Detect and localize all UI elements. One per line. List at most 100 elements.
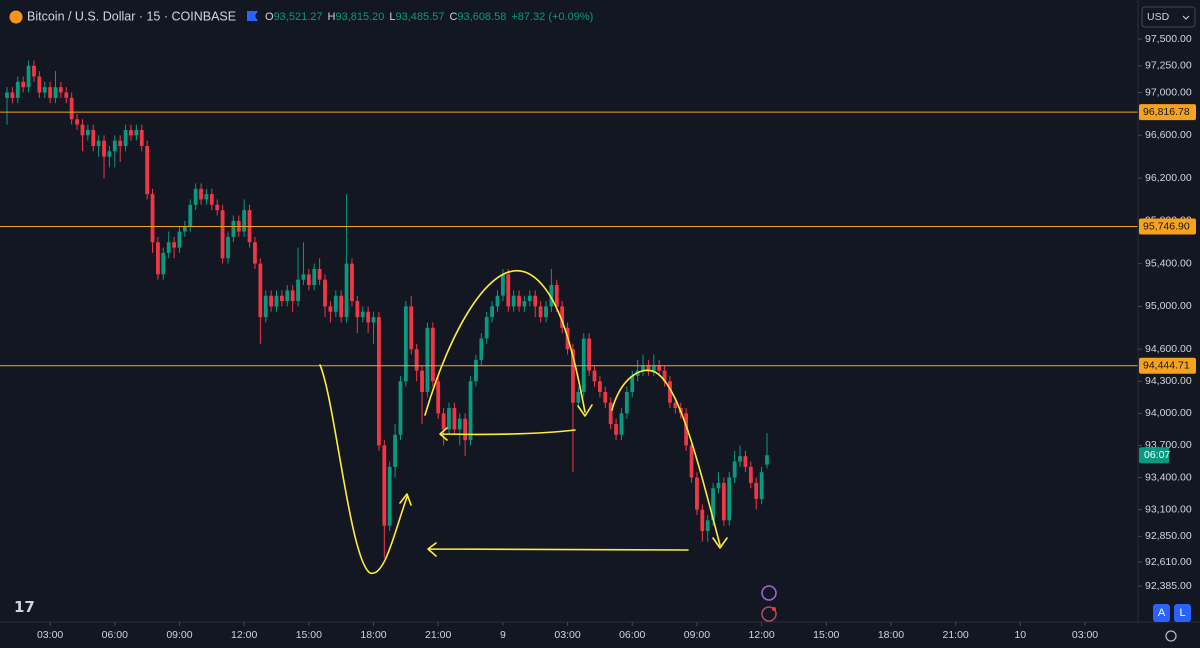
candle-body (587, 338, 592, 371)
candle-body (517, 295, 521, 307)
drawing-left-arrow (439, 427, 576, 441)
flag-icon (247, 11, 258, 21)
candle-body (333, 295, 338, 312)
candle-body (85, 129, 90, 136)
y-tick-label: 94,600.00 (1145, 343, 1192, 355)
candle-body (75, 119, 79, 125)
candle-body (301, 274, 306, 280)
countdown-bg (1139, 447, 1169, 464)
candle-body (182, 226, 187, 232)
candle-body (603, 391, 608, 403)
candle-body (522, 301, 527, 307)
candle-body (420, 370, 424, 392)
legend-value: +87.32 (+0.09%) (511, 11, 593, 23)
drawing-arc-arrow (424, 269, 593, 417)
x-tick-label: 18:00 (878, 629, 904, 641)
y-tick-label: 96,600.00 (1145, 129, 1192, 141)
symbol-title: Bitcoin / U.S. Dollar · 15 · COINBASE (27, 9, 236, 23)
candle-body (290, 290, 295, 302)
candle-body (21, 81, 26, 88)
legend-value: 93,521.27 (274, 11, 323, 23)
y-tick-label: 97,250.00 (1145, 60, 1192, 72)
candle-body (199, 188, 203, 200)
candle-body (188, 204, 193, 227)
price-line-label-bg (1139, 218, 1196, 235)
candle-body (700, 509, 705, 532)
candle-body (479, 338, 484, 360)
candle-body (387, 466, 392, 526)
candle-body (490, 306, 494, 318)
candle-body (263, 295, 268, 318)
candle-body (393, 434, 397, 467)
candle-body (447, 408, 451, 430)
candle-body (506, 274, 511, 307)
candle-body (204, 194, 209, 200)
candle-body (463, 418, 468, 441)
candle-body (544, 306, 548, 318)
x-tick-label: 03:00 (37, 629, 63, 641)
y-tick-label: 97,500.00 (1145, 33, 1192, 45)
candle-body (112, 140, 117, 152)
candle-body (274, 295, 279, 307)
scale-button[interactable] (1174, 604, 1191, 622)
x-tick-label: 09:00 (166, 629, 192, 641)
candle-body (42, 87, 47, 93)
candle-body (139, 129, 144, 146)
candle-body (705, 520, 710, 532)
candle-body (59, 87, 63, 93)
price-line-label: 95,746.90 (1143, 220, 1190, 232)
candle-body (624, 391, 629, 414)
scale-button[interactable] (1153, 604, 1170, 622)
alert-icon[interactable] (761, 606, 777, 622)
scale-button-label: A (1158, 607, 1166, 619)
candle-body (26, 65, 31, 88)
currency-button[interactable] (1141, 6, 1196, 28)
candle-body (328, 306, 333, 312)
candle-body (166, 242, 171, 253)
candle-body (468, 381, 473, 441)
candle-body (279, 295, 284, 302)
candle-body (425, 327, 430, 392)
candle-body (533, 295, 538, 307)
logo: 𝟭𝟳 (14, 599, 35, 616)
candle-body (53, 87, 58, 98)
candle-body (457, 418, 462, 430)
y-tick-label: 92,610.00 (1145, 556, 1192, 568)
x-tick-label: 03:00 (1072, 629, 1098, 641)
candle-body (215, 204, 220, 211)
candle-body (156, 242, 160, 275)
candle-body (560, 306, 565, 328)
candle-body (91, 129, 96, 146)
candle-body (436, 381, 441, 414)
candle-body (382, 445, 387, 526)
candle-body (96, 140, 101, 146)
x-tick-label: 12:00 (231, 629, 257, 641)
candle-body (441, 413, 446, 430)
candle-body (161, 252, 166, 275)
settings-icon[interactable] (1165, 630, 1177, 642)
x-tick-label: 21:00 (425, 629, 451, 641)
y-tick-label: 97,000.00 (1145, 86, 1192, 98)
candle-body (765, 455, 769, 465)
candle-body (684, 413, 689, 446)
candle-body (727, 477, 732, 521)
candle-body (571, 349, 575, 403)
legend-value: 93,815.20 (335, 11, 384, 23)
candle-body (668, 381, 672, 403)
y-tick-label: 93,100.00 (1145, 503, 1192, 515)
candle-body (323, 279, 327, 307)
candle-body (403, 306, 408, 382)
ai-icon[interactable] (761, 585, 777, 601)
ohlc-legend: O93,521.27 H93,815.20 L93,485.57 C93,608.58… (265, 11, 593, 23)
x-tick-label: 9 (500, 629, 506, 641)
y-tick-label: 95,400.00 (1145, 257, 1192, 269)
candle-body (172, 242, 176, 248)
candle-body (253, 242, 257, 264)
candle-body (608, 402, 613, 425)
candle-body (69, 97, 74, 120)
price-line-label-bg (1139, 104, 1196, 121)
candle-body (150, 194, 155, 243)
bitcoin-icon (9, 10, 23, 24)
